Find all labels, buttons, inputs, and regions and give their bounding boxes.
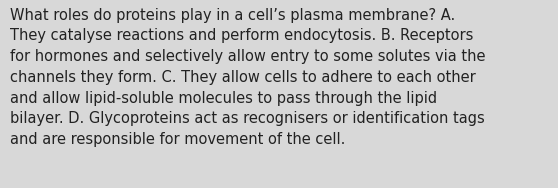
Text: What roles do proteins play in a cell’s plasma membrane? A.
They catalyse reacti: What roles do proteins play in a cell’s … <box>10 8 485 147</box>
